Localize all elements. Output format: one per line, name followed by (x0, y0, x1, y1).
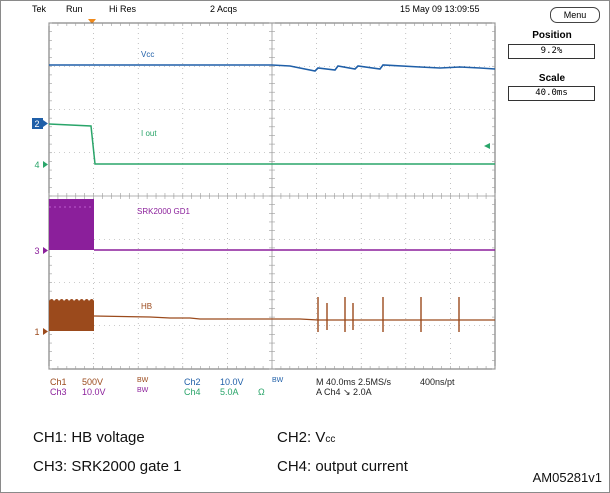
label-vcc: Vcc (141, 50, 154, 59)
menu-button[interactable]: Menu (550, 7, 600, 23)
status-ch3-name: Ch3 (50, 387, 67, 397)
status-ch4-scale: 5.0A (220, 387, 239, 397)
run-state: Run (66, 4, 83, 14)
hb-spikes (317, 297, 460, 332)
position-value[interactable]: 9.2% (508, 44, 595, 59)
acq-count: 2 Acqs (210, 4, 238, 14)
menu-button-label: Menu (563, 10, 587, 20)
status-ch3-bw: BW (137, 387, 149, 394)
ch4-marker-arrow (43, 161, 48, 168)
status-ch2-scale: 10.0V (220, 377, 244, 387)
trace-ch2-vcc (49, 64, 496, 72)
caption-ch2-sub: cc (325, 434, 336, 445)
ch4-offset-arrow (484, 143, 490, 149)
caption-ch1: CH1: HB voltage (33, 429, 145, 446)
trace-ch1-hb (93, 315, 495, 321)
status-ch1-bw: BW (137, 377, 149, 384)
graticule-grid (48, 22, 496, 370)
datetime: 15 May 09 13:09:55 (400, 4, 480, 14)
ch1-marker-arrow (43, 328, 48, 335)
status-ch3-scale: 10.0V (82, 387, 106, 397)
status-ch1-scale: 500V (82, 377, 104, 387)
trace-ch4-iout (48, 123, 495, 165)
status-ch2-bw: BW (272, 377, 284, 384)
trace-ch1-hb-burst (49, 299, 94, 331)
ch3-marker-arrow (43, 247, 48, 254)
figure-id: AM05281v1 (532, 470, 602, 485)
trigger-position-marker (88, 19, 96, 24)
traces (48, 64, 496, 332)
status-timebase: M 40.0ms 2.5MS/s (316, 377, 392, 387)
label-hb: HB (141, 302, 152, 311)
ch1-marker: 1 (35, 327, 40, 337)
caption-ch2: CH2: Vcc (277, 429, 335, 446)
brand-label: Tek (32, 4, 47, 14)
ch3-marker: 3 (35, 246, 40, 256)
caption-ch4: CH4: output current (277, 458, 408, 475)
ch2-marker-arrow (43, 120, 48, 127)
acq-mode: Hi Res (109, 4, 137, 14)
scale-value[interactable]: 40.0ms (508, 86, 595, 101)
status-ch2-name: Ch2 (184, 377, 201, 387)
caption-ch3: CH3: SRK2000 gate 1 (33, 458, 182, 475)
status-ch4-unit: Ω (258, 387, 265, 397)
status-resolution: 400ns/pt (420, 377, 455, 387)
label-gd1: SRK2000 GD1 (137, 207, 190, 216)
status-ch4-name: Ch4 (184, 387, 201, 397)
caption-ch2-prefix: CH2: V (277, 429, 326, 446)
ch4-marker: 4 (35, 160, 40, 170)
status-trigger: A Ch4 ↘ 2.0A (316, 387, 372, 397)
trace-ch3-gd1-burst (49, 199, 94, 250)
label-iout: I out (141, 129, 157, 138)
channel-markers: 2 4 3 1 (32, 118, 48, 337)
ch2-marker: 2 (35, 119, 40, 129)
scale-label: Scale (538, 73, 566, 84)
status-ch1-name: Ch1 (50, 377, 67, 387)
position-label: Position (532, 30, 572, 41)
ch2-marker-box (32, 118, 43, 129)
waveform-display: 2 4 3 1 Vcc I out SRK2000 GD1 HB (32, 19, 496, 370)
